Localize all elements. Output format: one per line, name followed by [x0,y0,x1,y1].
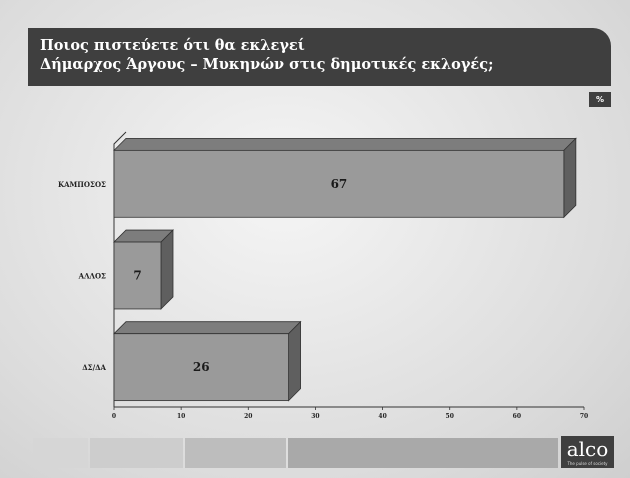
bar [113,333,289,402]
category-label: ΔΣ/ΔΑ [82,363,106,372]
bar [113,241,162,310]
chart-title-line-2: Δήμαρχος Άργους – Μυκηνών στις δημοτικές… [40,56,494,73]
chart-title-line-1: Ποιος πιστεύετε ότι θα εκλεγεί [40,37,305,54]
x-tick-label: 70 [580,413,588,420]
axis-wall [113,131,127,407]
bar-value-label: 26 [193,360,210,374]
x-tick-label: 60 [513,413,521,420]
alco-logo: alco The pulse of society [561,436,614,468]
category-label: ΑΛΛΟΣ [78,272,106,281]
bar-side-face [160,229,174,310]
logo-tagline: The pulse of society [567,461,608,466]
bar-top-face [113,137,577,151]
x-tick-label: 20 [244,413,252,420]
footer-bar-3 [185,438,286,468]
bar-top-face [113,321,302,335]
category-label: ΚΑΜΠΟΣΟΣ [58,180,106,189]
footer-bar-2 [90,438,183,468]
bar-side-face [288,320,301,402]
logo-text: alco [566,437,609,461]
unit-badge: % [589,92,611,107]
bar-side-face [563,137,577,219]
footer-bar-4 [288,438,558,468]
title-bar: Ποιος πιστεύετε ότι θα εκλεγεί Δήμαρχος … [28,28,611,86]
x-tick-label: 0 [112,413,116,420]
bar-value-label: 67 [331,177,348,191]
footer-bar-1 [33,438,88,468]
x-tick-label: 40 [378,413,386,420]
x-tick-label: 10 [177,413,185,420]
x-tick-label: 30 [311,413,319,420]
x-tick-label: 50 [446,413,454,420]
bar-value-label: 7 [133,269,141,283]
bar [113,149,565,218]
